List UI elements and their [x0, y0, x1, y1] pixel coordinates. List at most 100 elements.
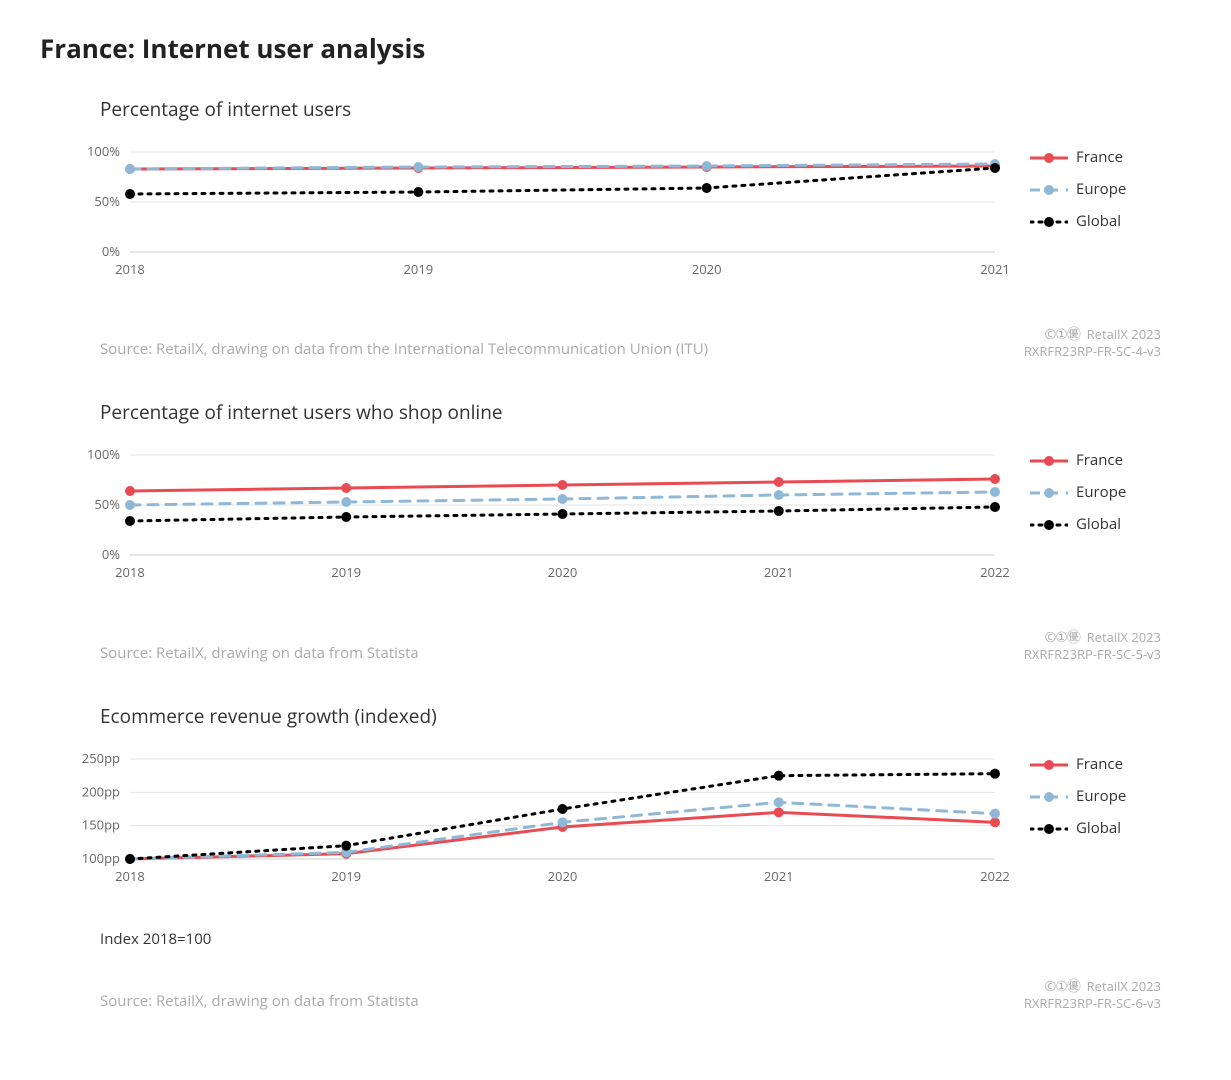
- y-tick-label: 0%: [102, 545, 120, 563]
- brand-label: RetailX 2023: [1087, 977, 1161, 995]
- legend: France Europe Global: [1010, 749, 1126, 850]
- legend-swatch-global: [1030, 821, 1068, 835]
- ref-code: RXRFR23RP-FR-SC-6-v3: [1024, 994, 1161, 1012]
- attribution: ©①㊝ RetailX 2023 RXRFR23RP-FR-SC-4-v3: [1024, 327, 1161, 359]
- x-tick-label: 2021: [764, 563, 794, 581]
- legend-label: Europe: [1076, 482, 1126, 502]
- data-point: [125, 854, 135, 864]
- x-tick-label: 2020: [548, 867, 578, 885]
- brand-label: RetailX 2023: [1087, 628, 1161, 646]
- data-point: [774, 490, 784, 500]
- data-point: [125, 500, 135, 510]
- data-point: [558, 480, 568, 490]
- series-line: [130, 168, 995, 194]
- chart-plot: 0% 50% 100% 2018 2019 2020 2021 2022: [70, 445, 1010, 600]
- x-tick-label: 2021: [980, 260, 1010, 278]
- legend-item-global: Global: [1030, 514, 1126, 534]
- data-point: [990, 487, 1000, 497]
- legend-label: Global: [1076, 818, 1121, 838]
- data-point: [125, 189, 135, 199]
- x-tick-label: 2020: [692, 260, 722, 278]
- data-point: [125, 164, 135, 174]
- legend-swatch-europe: [1030, 789, 1068, 803]
- y-tick-label: 100%: [87, 142, 120, 160]
- chart-block: Ecommerce revenue growth (indexed) 100pp…: [30, 703, 1201, 1011]
- legend-label: Europe: [1076, 786, 1126, 806]
- y-tick-label: 50%: [94, 495, 120, 513]
- ref-code: RXRFR23RP-FR-SC-4-v3: [1024, 342, 1161, 360]
- chart-block: Percentage of internet users 0%50%100% 2…: [30, 96, 1201, 359]
- attribution: ©①㊝ RetailX 2023 RXRFR23RP-FR-SC-5-v3: [1024, 630, 1161, 662]
- x-tick-label: 2020: [548, 563, 578, 581]
- source-text: Source: RetailX, drawing on data from St…: [100, 643, 419, 663]
- legend-label: Global: [1076, 514, 1121, 534]
- data-point: [341, 512, 351, 522]
- x-tick-label: 2018: [115, 867, 145, 885]
- x-tick-label: 2018: [115, 260, 145, 278]
- ref-code: RXRFR23RP-FR-SC-5-v3: [1024, 645, 1161, 663]
- data-point: [125, 486, 135, 496]
- legend-item-france: France: [1030, 147, 1126, 167]
- data-point: [774, 477, 784, 487]
- legend: France Europe Global: [1010, 445, 1126, 546]
- x-tick-label: 2022: [980, 867, 1010, 885]
- data-point: [990, 808, 1000, 818]
- legend-item-france: France: [1030, 754, 1126, 774]
- data-point: [413, 162, 423, 172]
- data-point: [413, 187, 423, 197]
- y-tick-label: 100pp: [82, 849, 120, 867]
- data-point: [558, 509, 568, 519]
- y-tick-label: 200pp: [82, 782, 120, 800]
- legend-swatch-france: [1030, 757, 1068, 771]
- legend-swatch-france: [1030, 150, 1068, 164]
- legend-item-france: France: [1030, 450, 1126, 470]
- data-point: [990, 474, 1000, 484]
- legend-item-europe: Europe: [1030, 179, 1126, 199]
- data-point: [990, 768, 1000, 778]
- brand-label: RetailX 2023: [1087, 325, 1161, 343]
- y-tick-label: 100%: [87, 445, 120, 463]
- data-point: [702, 183, 712, 193]
- data-point: [990, 817, 1000, 827]
- data-point: [774, 770, 784, 780]
- charts-container: Percentage of internet users 0% 50% 100% 2…: [30, 96, 1201, 1011]
- x-tick-label: 2019: [331, 867, 361, 885]
- x-tick-label: 2018: [115, 563, 145, 581]
- y-tick-label: 150pp: [82, 815, 120, 833]
- data-point: [702, 161, 712, 171]
- chart-title: Percentage of internet users who shop on…: [100, 399, 1201, 425]
- x-tick-label: 2022: [980, 563, 1010, 581]
- legend-swatch-global: [1030, 517, 1068, 531]
- legend-item-europe: Europe: [1030, 786, 1126, 806]
- legend-label: France: [1076, 754, 1123, 774]
- y-tick-label: 250pp: [82, 749, 120, 767]
- data-point: [990, 163, 1000, 173]
- x-tick-label: 2021: [764, 867, 794, 885]
- data-point: [774, 506, 784, 516]
- data-point: [341, 483, 351, 493]
- source-text: Source: RetailX, drawing on data from St…: [100, 991, 419, 1011]
- data-point: [125, 516, 135, 526]
- legend-item-global: Global: [1030, 818, 1126, 838]
- chart-title: Ecommerce revenue growth (indexed): [100, 703, 1201, 729]
- chart-svg: 0%50%100% 2018201920202021: [70, 142, 1010, 292]
- data-point: [558, 494, 568, 504]
- chart-plot: 100pp 150pp 200pp 250pp 2018 2019 2020 2021 202…: [70, 749, 1010, 904]
- y-tick-label: 0%: [102, 242, 120, 260]
- data-point: [341, 840, 351, 850]
- legend-label: Global: [1076, 211, 1121, 231]
- data-point: [558, 817, 568, 827]
- x-tick-label: 2019: [331, 563, 361, 581]
- legend-item-global: Global: [1030, 211, 1126, 231]
- legend-label: France: [1076, 450, 1123, 470]
- legend-swatch-global: [1030, 214, 1068, 228]
- chart-note: Index 2018=100: [100, 929, 1201, 949]
- data-point: [774, 807, 784, 817]
- data-point: [558, 804, 568, 814]
- chart-title: Percentage of internet users: [100, 96, 1201, 122]
- attribution: ©①㊝ RetailX 2023 RXRFR23RP-FR-SC-6-v3: [1024, 979, 1161, 1011]
- x-tick-label: 2019: [403, 260, 433, 278]
- page-title: France: Internet user analysis: [40, 30, 1201, 66]
- data-point: [990, 502, 1000, 512]
- legend: France Europe Global: [1010, 142, 1126, 243]
